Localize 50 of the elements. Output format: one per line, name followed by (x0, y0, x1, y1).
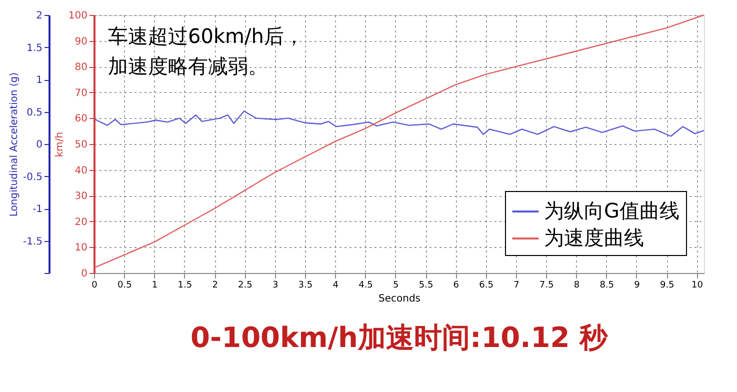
y-tick-label: 70 (74, 88, 88, 99)
x-tick-label: 7.5 (539, 280, 554, 290)
y2-tick-label: -1 (32, 204, 42, 215)
x-tick-label: 0.5 (117, 280, 132, 290)
y-tick-label: 0 (81, 268, 88, 280)
x-axis-title: Seconds (378, 294, 421, 304)
x-tick-label: 1 (152, 280, 158, 290)
y2-tick-label: 0 (36, 140, 42, 150)
y2-tick-label: 0.5 (26, 107, 42, 118)
y-tick-label: 40 (74, 165, 88, 176)
x-tick-label: 6 (453, 280, 460, 290)
x-tick-label: 5.5 (418, 280, 434, 290)
y-tick-label: 90 (74, 36, 88, 48)
x-tick-label: 9.5 (660, 280, 674, 290)
y2-tick-label: 1 (36, 75, 42, 86)
y-tick-label: 100 (68, 10, 88, 22)
x-tick-label: 7 (514, 280, 520, 290)
y-tick-label: 20 (74, 216, 88, 228)
x-tick-label: 9 (634, 280, 640, 290)
x-tick-label: 3 (272, 280, 278, 290)
annotation: 车速超过60km/h后， (108, 24, 304, 48)
x-tick-label: 4 (332, 280, 339, 290)
x-tick-label: 8 (574, 280, 580, 290)
x-tick-label: 2 (212, 280, 218, 290)
x-tick-label: 0 (92, 280, 98, 290)
annotation: 加速度略有减弱。 (108, 54, 268, 78)
y2-tick-label: 1.5 (26, 42, 42, 54)
x-tick-label: 1.5 (178, 280, 192, 290)
legend-label: 为纵向G值曲线 (544, 198, 680, 222)
y2-axis-title: Longitudinal Acceleration (g) (8, 72, 20, 217)
y-tick-label: 10 (74, 242, 88, 254)
y2-tick-label: 2 (36, 10, 42, 22)
x-tick-label: 6.5 (479, 280, 494, 290)
y-tick-label: 50 (74, 140, 88, 150)
line-series (94, 110, 705, 137)
x-tick-label: 8.5 (600, 280, 614, 290)
legend-label: 为速度曲线 (544, 226, 644, 250)
x-tick-label: 5 (393, 280, 399, 290)
y-tick-label: 80 (74, 62, 88, 74)
text: 0-100km/h加速时间:10.12 秒 (190, 321, 609, 354)
line-series (93, 14, 705, 268)
y-axis-title: km/h (54, 132, 66, 158)
y-tick-label: 30 (74, 191, 88, 202)
y-tick-label: 60 (74, 114, 88, 125)
y2-tick-label: -0.5 (22, 172, 42, 183)
x-tick-label: 10 (692, 280, 704, 290)
x-tick-label: 2.5 (238, 280, 252, 290)
x-tick-label: 3.5 (298, 280, 313, 290)
x-tick-label: 4.5 (358, 280, 373, 290)
y2-tick-label: -1.5 (22, 236, 42, 248)
